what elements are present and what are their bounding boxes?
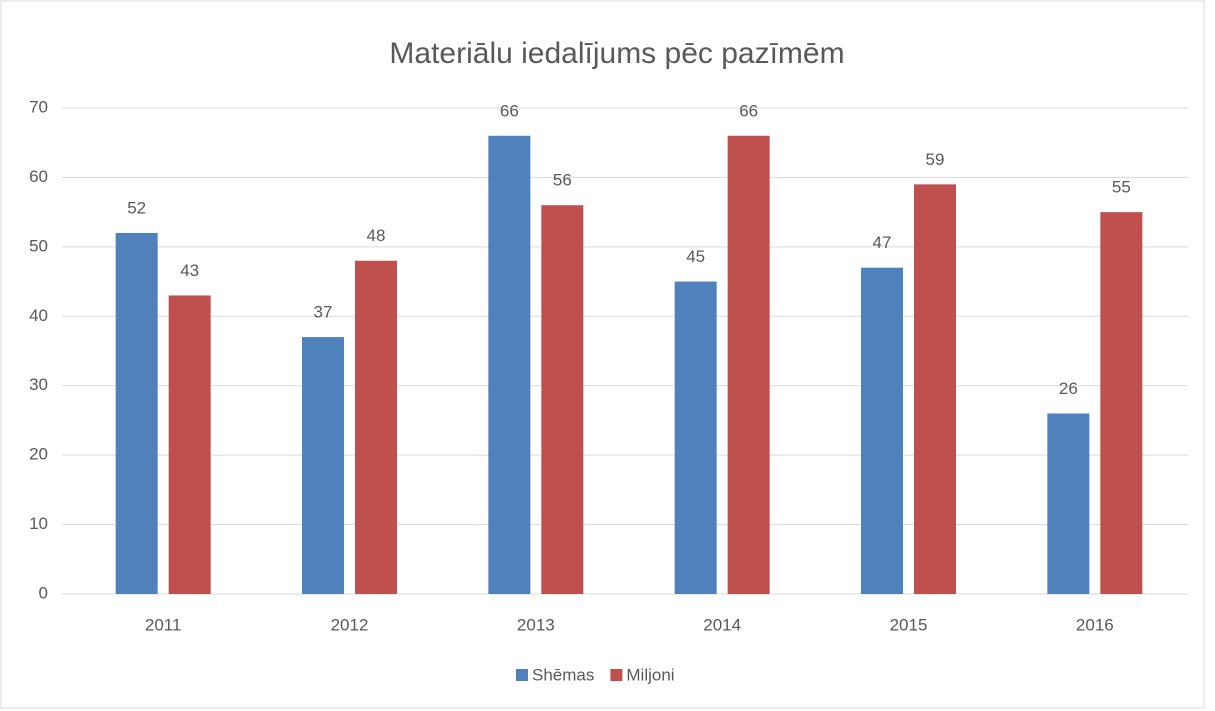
legend-label: Miljoni xyxy=(626,665,674,684)
y-tick-label: 30 xyxy=(29,375,48,394)
bar xyxy=(488,135,531,594)
legend-label: Shēmas xyxy=(532,665,594,684)
data-label: 56 xyxy=(553,171,572,190)
data-label: 43 xyxy=(180,261,199,280)
data-label: 26 xyxy=(1059,379,1078,398)
y-tick-label: 60 xyxy=(29,167,48,186)
bar xyxy=(914,184,956,594)
bar xyxy=(1100,212,1143,594)
bar xyxy=(727,135,770,594)
bar xyxy=(355,260,397,594)
data-label: 45 xyxy=(686,247,705,266)
chart-title: Materiālu iedalījums pēc pazīmēm xyxy=(389,37,844,70)
data-label: 47 xyxy=(873,233,892,252)
x-tick-label: 2011 xyxy=(145,615,182,634)
bar xyxy=(115,232,158,594)
data-label: 37 xyxy=(314,303,333,322)
data-label: 48 xyxy=(367,226,386,245)
data-label: 52 xyxy=(127,198,146,217)
x-tick-label: 2015 xyxy=(890,615,928,634)
x-tick-label: 2014 xyxy=(703,615,741,634)
x-tick-label: 2013 xyxy=(517,615,555,634)
y-tick-label: 0 xyxy=(39,583,48,602)
x-tick-label: 2012 xyxy=(331,615,369,634)
y-tick-label: 50 xyxy=(29,236,48,255)
y-tick-label: 70 xyxy=(29,97,48,116)
bar xyxy=(674,281,717,594)
bar xyxy=(1047,413,1090,594)
legend-swatch xyxy=(610,669,623,681)
data-label: 55 xyxy=(1112,178,1131,197)
bar xyxy=(861,267,903,594)
legend-swatch xyxy=(516,669,528,681)
bar xyxy=(541,205,584,594)
data-label: 59 xyxy=(926,150,945,169)
bar xyxy=(168,295,211,594)
y-tick-label: 10 xyxy=(29,514,48,533)
bar xyxy=(302,337,344,594)
x-tick-label: 2016 xyxy=(1076,615,1114,634)
data-label: 66 xyxy=(739,101,758,120)
data-label: 66 xyxy=(500,101,519,120)
y-tick-label: 40 xyxy=(29,306,48,325)
y-tick-label: 20 xyxy=(29,445,48,464)
